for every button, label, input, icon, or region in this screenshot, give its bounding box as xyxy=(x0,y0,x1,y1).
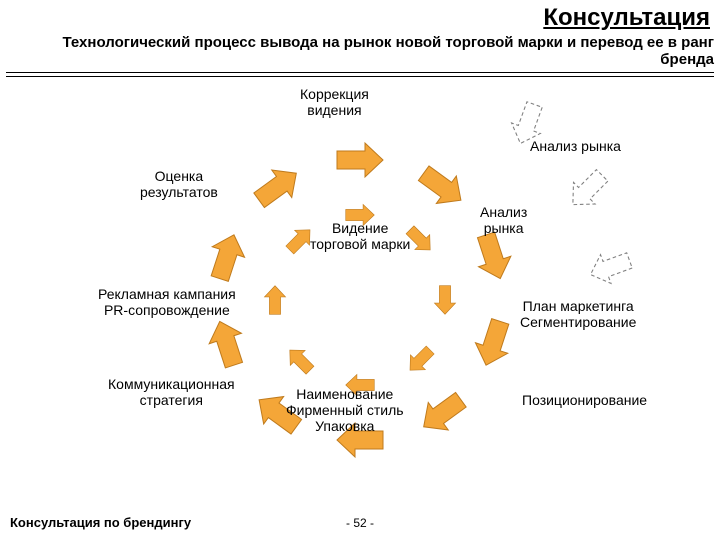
step-label-8: Оценка результатов xyxy=(140,168,218,200)
step-label-7: Рекламная кампания PR-сопровождение xyxy=(98,286,236,318)
step-label-2: Анализ рынка xyxy=(480,204,527,236)
cycle-diagram: Видение торговой марки Коррекция видения А… xyxy=(0,80,720,500)
divider-bottom xyxy=(6,76,714,77)
step-label-3: План маркетинга Сегментирование xyxy=(520,298,636,330)
step-label-5: Наименование Фирменный стиль Упаковка xyxy=(286,386,404,434)
inner-label: Видение торговой марки xyxy=(310,220,410,252)
divider-top xyxy=(6,72,714,73)
footer-page: - 52 - xyxy=(0,516,720,530)
page-subtitle: Технологический процесс вывода на рынок … xyxy=(6,34,714,69)
step-label-4: Позиционирование xyxy=(522,392,647,408)
step-label-1: Анализ рынка xyxy=(530,138,621,154)
step-label-0: Коррекция видения xyxy=(300,86,369,118)
step-label-6: Коммуникационная стратегия xyxy=(108,376,235,408)
page-title: Консультация xyxy=(543,4,710,32)
